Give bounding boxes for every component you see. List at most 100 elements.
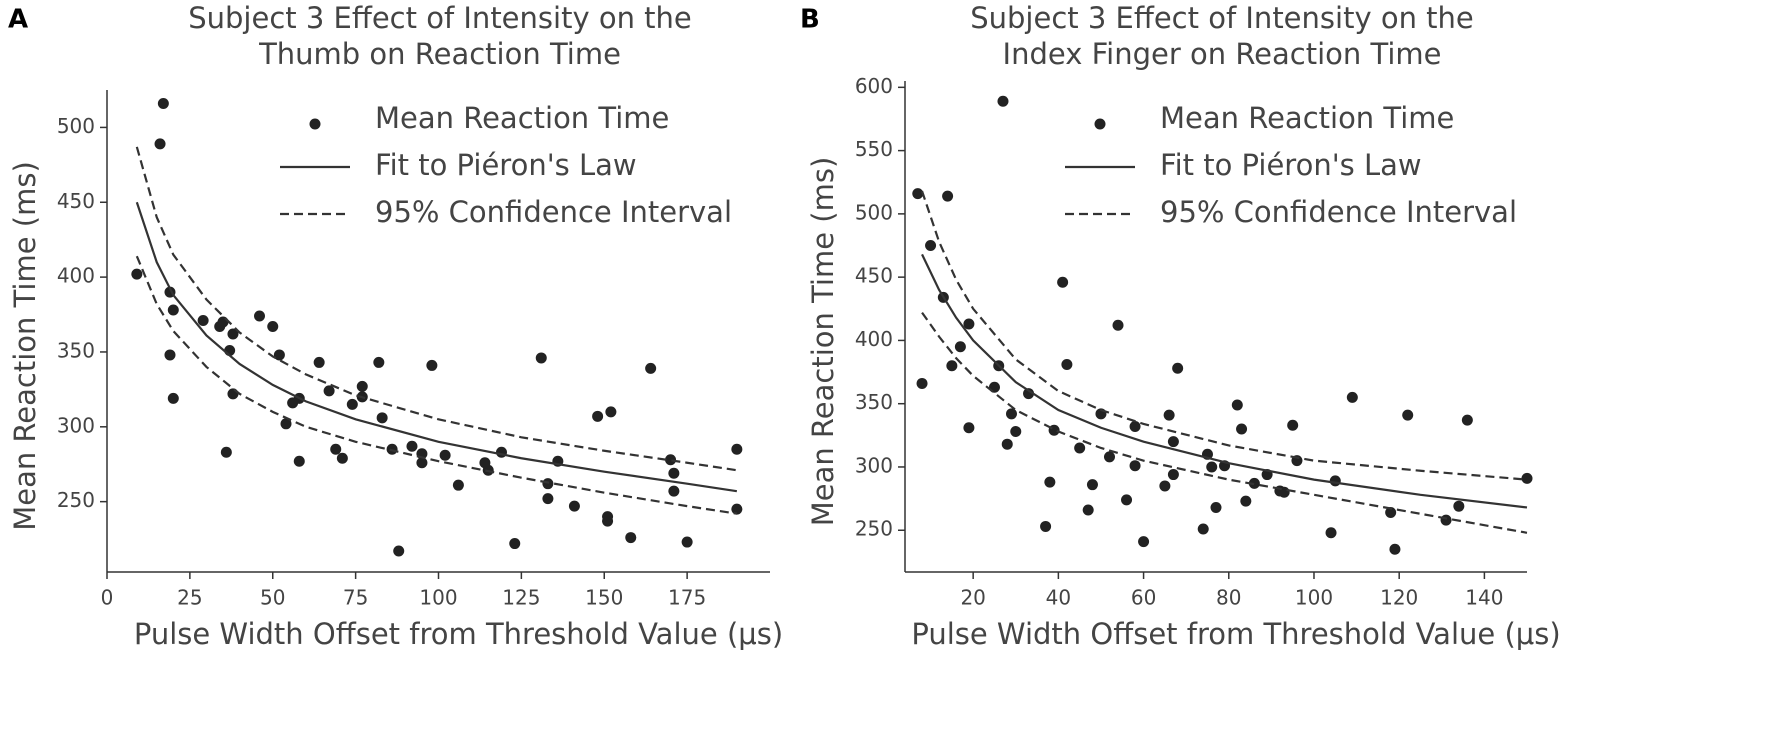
data-point — [1440, 514, 1452, 526]
y-tick-label: 350 — [855, 390, 893, 414]
data-point — [1074, 442, 1086, 454]
data-point — [227, 328, 239, 340]
y-tick-label: 250 — [855, 517, 893, 541]
data-point — [942, 190, 954, 202]
data-point — [1040, 520, 1052, 532]
data-point — [1206, 461, 1218, 473]
legend-label: Fit to Piéron's Law — [375, 148, 637, 182]
legend-label: Mean Reaction Time — [375, 101, 669, 135]
data-point — [668, 485, 680, 497]
x-tick-label: 100 — [1295, 586, 1333, 610]
data-point — [1159, 480, 1171, 492]
legend-label: 95% Confidence Interval — [1160, 195, 1517, 229]
data-point — [1453, 500, 1465, 512]
data-point — [1325, 527, 1337, 539]
data-point — [1121, 494, 1133, 506]
x-tick-label: 100 — [419, 586, 457, 610]
legend-label: Fit to Piéron's Law — [1160, 148, 1422, 182]
fit-line — [135, 201, 738, 493]
y-tick-label: 550 — [855, 137, 893, 161]
data-point — [1129, 460, 1141, 472]
data-point — [568, 500, 580, 512]
data-point — [1057, 276, 1069, 288]
x-tick-label: 50 — [260, 586, 285, 610]
data-point — [164, 349, 176, 361]
data-point — [167, 392, 179, 404]
y-tick-label: 450 — [855, 264, 893, 288]
data-point — [1197, 523, 1209, 535]
y-tick-label: 500 — [855, 200, 893, 224]
x-tick-label: 20 — [960, 586, 985, 610]
data-point — [1023, 388, 1035, 400]
y-tick-label: 400 — [855, 327, 893, 351]
confidence-line — [920, 190, 1528, 481]
x-tick-label: 125 — [502, 586, 540, 610]
data-point — [220, 446, 232, 458]
legend-marker — [1094, 118, 1106, 130]
x-tick-label: 120 — [1380, 586, 1418, 610]
x-axis-label: Pulse Width Offset from Threshold Value … — [911, 617, 1560, 651]
x-tick-label: 175 — [668, 586, 706, 610]
data-point — [946, 360, 958, 372]
y-tick-label: 500 — [57, 114, 95, 138]
panel-label: B — [800, 5, 820, 35]
data-point — [665, 454, 677, 466]
y-tick-label: 350 — [57, 338, 95, 362]
data-point — [997, 95, 1009, 107]
data-point — [592, 410, 604, 422]
confidence-line — [135, 255, 738, 515]
data-point — [1402, 409, 1414, 421]
data-point — [1172, 362, 1184, 374]
chart-title: Subject 3 Effect of Intensity on the — [188, 1, 692, 35]
data-point — [542, 478, 554, 490]
data-point — [273, 349, 285, 361]
data-point — [542, 493, 554, 505]
data-point — [605, 406, 617, 418]
data-point — [406, 440, 418, 452]
data-point — [452, 479, 464, 491]
x-tick-label: 25 — [177, 586, 202, 610]
data-point — [1167, 469, 1179, 481]
y-tick-label: 600 — [855, 74, 893, 98]
data-point — [393, 545, 405, 557]
data-point — [373, 356, 385, 368]
data-point — [1163, 409, 1175, 421]
data-point — [346, 398, 358, 410]
data-point — [1461, 414, 1473, 426]
y-axis-label: Mean Reaction Time (ms) — [8, 161, 42, 531]
data-point — [1138, 536, 1150, 548]
data-point — [916, 377, 928, 389]
data-point — [1129, 420, 1141, 432]
confidence-line — [135, 146, 738, 472]
data-point — [668, 467, 680, 479]
data-point — [1231, 399, 1243, 411]
data-point — [1240, 495, 1252, 507]
data-point — [963, 318, 975, 330]
data-point — [1236, 423, 1248, 435]
data-point — [1006, 408, 1018, 420]
data-point — [356, 380, 368, 392]
x-tick-label: 0 — [101, 586, 114, 610]
y-tick-label: 450 — [57, 189, 95, 213]
data-point — [731, 443, 743, 455]
data-point — [1044, 476, 1056, 488]
data-point — [1061, 358, 1073, 370]
data-point — [963, 422, 975, 434]
legend-label: Mean Reaction Time — [1160, 101, 1454, 135]
data-point — [1010, 426, 1022, 438]
data-point — [1112, 319, 1124, 331]
data-point — [681, 536, 693, 548]
data-point — [1103, 451, 1115, 463]
data-point — [253, 310, 265, 322]
x-tick-label: 150 — [585, 586, 623, 610]
data-point — [1287, 419, 1299, 431]
data-point — [954, 341, 966, 353]
y-axis-label: Mean Reaction Time (ms) — [806, 157, 840, 527]
data-point — [1329, 475, 1341, 487]
x-axis-label: Pulse Width Offset from Threshold Value … — [134, 617, 783, 651]
x-tick-label: 60 — [1131, 586, 1156, 610]
data-point — [227, 388, 239, 400]
data-point — [280, 418, 292, 430]
data-point — [912, 188, 924, 200]
x-tick-label: 140 — [1465, 586, 1503, 610]
